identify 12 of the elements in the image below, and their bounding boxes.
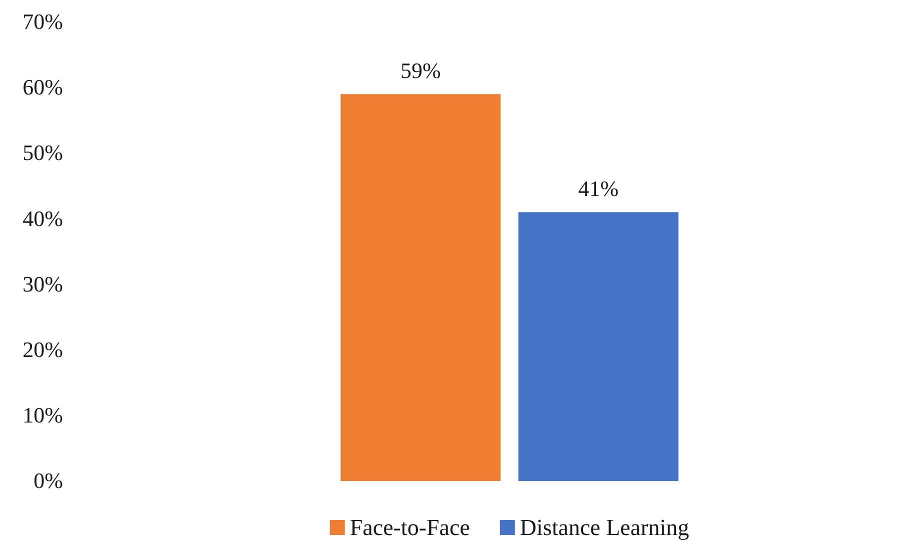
y-tick-label: 60% xyxy=(22,74,63,100)
data-label: 59% xyxy=(400,58,441,84)
y-tick-label: 70% xyxy=(22,9,63,34)
y-tick-label: 40% xyxy=(22,206,63,231)
y-tick-label: 0% xyxy=(34,468,63,494)
y-tick-label: 20% xyxy=(22,336,63,362)
legend-label: Distance Learning xyxy=(520,515,690,540)
y-tick-label: 10% xyxy=(22,402,63,428)
data-label: 41% xyxy=(578,176,619,202)
y-tick-label: 30% xyxy=(22,271,63,296)
y-tick-label: 50% xyxy=(22,140,63,166)
legend-label: Face-to-Face xyxy=(350,515,470,540)
